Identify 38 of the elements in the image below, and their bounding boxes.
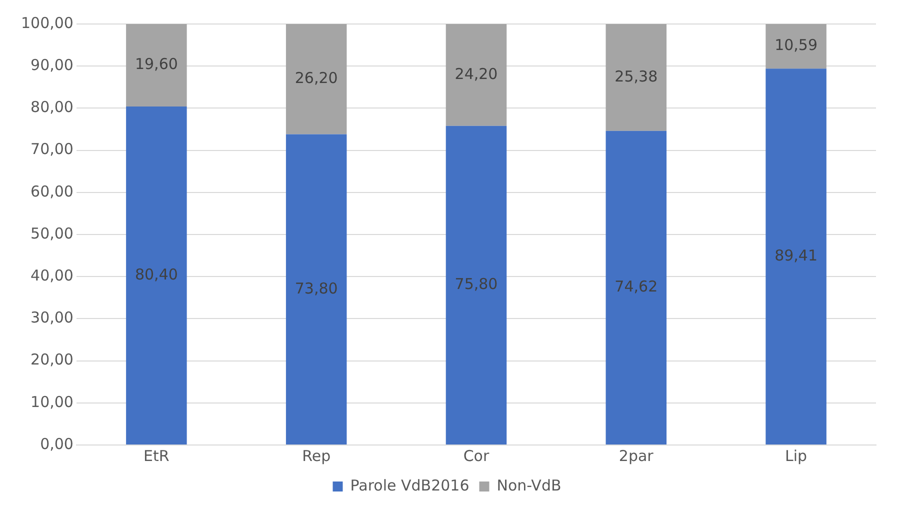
y-tick-label: 40,00 — [30, 266, 74, 284]
y-tick-label: 90,00 — [30, 56, 74, 74]
data-label: 73,80 — [294, 279, 338, 298]
data-label: 74,62 — [614, 278, 658, 296]
y-tick-label: 70,00 — [30, 140, 74, 158]
bar — [606, 130, 667, 444]
x-tick-label: Rep — [302, 446, 331, 465]
data-label: 26,20 — [294, 69, 338, 88]
data-label: 75,80 — [454, 275, 498, 294]
x-tick-label: EtR — [144, 446, 170, 465]
bar — [126, 106, 187, 444]
y-tick-label: 0,00 — [40, 434, 74, 453]
y-tick-label: 20,00 — [30, 350, 74, 369]
bar — [286, 24, 347, 134]
legend-label: Non-VdB — [496, 476, 562, 494]
bar — [766, 68, 826, 444]
x-tick-label: Lip — [785, 446, 808, 465]
legend-label: Parole VdB2016 — [350, 476, 470, 494]
bar — [446, 126, 507, 444]
data-label: 25,38 — [614, 67, 658, 86]
data-label: 19,60 — [134, 55, 178, 74]
y-tick-label: 10,00 — [30, 392, 74, 411]
bar — [766, 24, 826, 69]
data-label: 24,20 — [454, 64, 498, 83]
bar — [286, 134, 347, 444]
y-tick-label: 80,00 — [30, 98, 74, 116]
y-tick-label: 60,00 — [30, 182, 74, 200]
data-label: 89,41 — [774, 246, 818, 264]
bar — [446, 24, 507, 126]
bar — [126, 24, 187, 107]
y-tick-label: 30,00 — [30, 308, 74, 327]
x-tick-label: Cor — [463, 446, 490, 465]
data-label: 80,40 — [134, 265, 178, 284]
y-tick-label: 100,00 — [20, 14, 74, 32]
bar — [606, 24, 667, 131]
data-label: 10,59 — [774, 36, 818, 54]
y-tick-label: 50,00 — [30, 224, 74, 242]
x-tick-label: 2par — [618, 446, 654, 465]
